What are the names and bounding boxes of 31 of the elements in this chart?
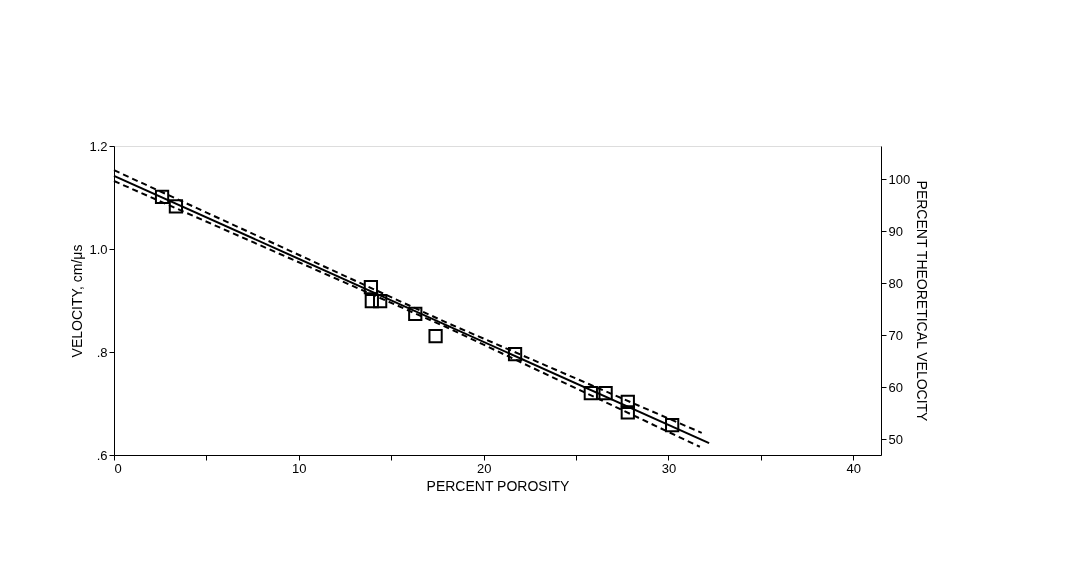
y2-tick-label: 50 xyxy=(888,431,903,447)
y2-tick-label: 90 xyxy=(888,223,903,239)
y2-tick-label: 60 xyxy=(888,379,903,395)
x-tick-label: 40 xyxy=(846,460,862,476)
point xyxy=(428,328,443,344)
point xyxy=(363,279,379,295)
point xyxy=(507,346,523,362)
point xyxy=(168,199,184,214)
x-tick-label: 30 xyxy=(661,460,677,476)
point xyxy=(665,418,680,433)
point xyxy=(154,189,170,205)
y-tick-label: 1.2 xyxy=(89,138,108,154)
point xyxy=(373,293,388,309)
x-tick-label: 20 xyxy=(476,460,492,476)
y2-tick-label: 100 xyxy=(888,171,911,187)
y-tick-label: .8 xyxy=(96,344,108,360)
point xyxy=(408,306,423,322)
point xyxy=(598,386,613,401)
y2-axis-title: PERCENT THEORETICAL VELOCITY xyxy=(914,180,931,423)
point xyxy=(364,293,379,309)
y2-tick-label: 80 xyxy=(888,275,903,291)
point xyxy=(620,405,635,420)
x-axis-title: PERCENT POROSITY xyxy=(426,477,571,494)
x-tick-label: 0 xyxy=(114,460,122,476)
x-tick-label: 10 xyxy=(292,460,307,476)
y2-tick-label: 70 xyxy=(888,327,903,343)
point xyxy=(620,394,635,410)
y-tick-label: .6 xyxy=(96,447,108,463)
point xyxy=(583,386,598,401)
y-tick-label: 1.0 xyxy=(89,241,108,257)
y-axis-title: VELOCITY, cm/μs xyxy=(69,244,86,358)
